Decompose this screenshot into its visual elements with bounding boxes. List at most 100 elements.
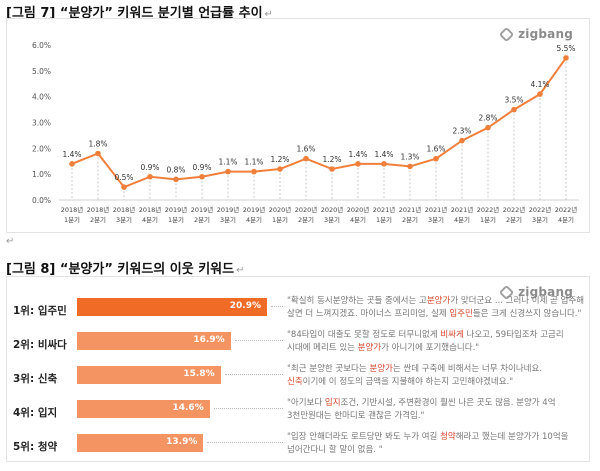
dotted-leader [234, 340, 283, 341]
y-tick-label: 0.0% [32, 196, 51, 205]
x-tick-label: 2019년 [191, 205, 214, 214]
keyword-rank-label: 5위: 청약 [13, 441, 58, 453]
data-point [173, 176, 179, 183]
x-tick-label: 2021년 [425, 205, 448, 214]
paragraph-mark: ↵ [236, 265, 245, 276]
quote-text: 나오고, 59타입조차 고금리 [463, 330, 564, 340]
x-tick-label: 4분기 [350, 215, 366, 224]
keyword-row: 2위: 비싸다 16.9% "84타입이 대출도 못할 정도로 터무니없게 비싸게 … [7, 327, 587, 363]
data-label: 1.4% [62, 150, 81, 159]
data-point [225, 168, 231, 175]
x-tick-label: 4분기 [454, 215, 470, 224]
keyword-bar-value: 20.9% [229, 301, 261, 311]
x-tick-label: 2분기 [194, 215, 210, 224]
keyword-rank-label: 1위: 입주민 [13, 305, 67, 317]
x-tick-label: 3분기 [532, 215, 548, 224]
dotted-leader [213, 408, 283, 409]
zigbang-logo-icon [498, 26, 515, 43]
data-point [69, 161, 75, 167]
data-label: 1.4% [374, 150, 393, 159]
x-tick-label: 2019년 [243, 205, 266, 214]
data-point [95, 150, 101, 157]
quote-text: 이기에 이 정도의 금액을 지불해야 하는지 고민해야겠네요." [302, 377, 514, 387]
data-point [303, 155, 309, 162]
x-tick-label: 2018년 [61, 205, 84, 214]
data-label: 1.3% [400, 152, 419, 161]
x-tick-label: 1분기 [168, 215, 184, 224]
keyword-bar: 20.9% [77, 298, 267, 316]
figure8-title-text: [그림 8] “분양가” 키워드의 이웃 키워드 [6, 262, 235, 277]
x-tick-label: 2018년 [139, 205, 162, 214]
data-label: 3.5% [504, 96, 523, 105]
x-tick-label: 3분기 [428, 215, 444, 224]
data-point [277, 166, 283, 172]
data-point [511, 106, 517, 113]
paragraph-mark: ↵ [264, 9, 273, 20]
data-point [459, 137, 465, 144]
keyword-bar-value: 13.9% [166, 437, 198, 447]
data-label: 1.2% [322, 155, 341, 164]
x-tick-label: 2021년 [451, 205, 474, 214]
series-line [71, 57, 567, 189]
quote-text: "확실히 동시분양하는 곳들 중에서는 고 [287, 296, 427, 306]
data-point [121, 184, 127, 190]
keyword-rank-label: 3위: 신축 [13, 373, 58, 385]
quote-highlight: 입지 [324, 398, 341, 408]
x-tick-label: 4분기 [142, 215, 158, 224]
figure7-title: [그림 7] “분양가” 키워드 분기별 언급률 추이 ↵ [6, 2, 273, 21]
quote-text: 는 싼데 구축에 비해서는 너무 차이나네요. [392, 364, 543, 374]
data-label: 2.8% [478, 114, 497, 123]
x-tick-label: 2020년 [295, 205, 318, 214]
zigbang-logo: zigbang [498, 284, 573, 301]
keyword-quote: "확실히 동시분양하는 곳들 중에서는 고분양가가 맞더군요 ... 그러나 이… [287, 295, 587, 321]
y-tick-label: 5.0% [32, 67, 51, 76]
x-tick-label: 2021년 [373, 205, 396, 214]
data-label: 0.9% [192, 163, 211, 172]
figure8-title: [그림 8] “분양가” 키워드의 이웃 키워드 ↵ [6, 258, 244, 277]
data-label: 1.1% [218, 158, 237, 167]
quote-highlight: 입주민 [449, 309, 473, 319]
line-chart-panel: zigbang 0.0% 1.0% 2.0% 3.0% 4.0% 5.0% 6.0% 1.4%… [6, 18, 590, 233]
dotted-leader [207, 442, 283, 443]
x-tick-label: 2019년 [217, 205, 240, 214]
data-label: 5.5% [556, 44, 575, 53]
quote-text: 넘어간다니 할 말이 없음. " [287, 445, 383, 455]
keyword-row: 5위: 청약 13.9% "입장 안해더라도 로트당만 봐도 누가 여길 청약해라고… [7, 429, 587, 465]
dotted-leader [271, 306, 283, 307]
quote-text: 해라고 했는데 분양가가 10억을 [455, 432, 569, 442]
data-point [329, 166, 335, 172]
data-point [251, 168, 257, 175]
data-point [485, 124, 491, 131]
keyword-bar-value: 14.6% [172, 403, 204, 413]
quote-text: 살면 더 느껴지겠죠. 마이너스 프리미엄, 실제 [287, 309, 450, 319]
y-tick-label: 3.0% [32, 119, 51, 128]
quote-text: "입장 안해더라도 로트당만 봐도 누가 여길 [287, 432, 441, 442]
data-label: 4.1% [530, 80, 549, 89]
data-label: 1.2% [270, 155, 289, 164]
x-tick-label: 2022년 [503, 205, 526, 214]
x-tick-label: 2018년 [113, 205, 136, 214]
data-label: 1.6% [426, 145, 445, 154]
zigbang-logo-text: zigbang [518, 285, 573, 299]
keyword-bar: 15.8% [77, 366, 221, 384]
line-chart-svg: 0.0% 1.0% 2.0% 3.0% 4.0% 5.0% 6.0% 1.4% 1.8% 0.5%… [32, 41, 579, 224]
keyword-quote: "최근 분양한 곳보다는 분양가는 싼데 구축에 비해서는 너무 차이나네요. 신… [287, 363, 587, 389]
keyword-quote: "아기보다 입지조건, 기반시설, 주변환경이 훨씬 나은 곳도 많음. 분양가… [287, 397, 587, 423]
data-point [433, 155, 439, 162]
x-tick-label: 3분기 [220, 215, 236, 224]
quote-highlight: 신축 [287, 377, 303, 387]
x-tick-label: 3분기 [116, 215, 132, 224]
data-label: 0.5% [114, 173, 133, 182]
keyword-bar: 16.9% [77, 332, 231, 350]
y-tick-label: 6.0% [32, 41, 51, 50]
data-label: 1.4% [348, 150, 367, 159]
quote-highlight: 청약 [440, 432, 456, 442]
keyword-rank-label: 4위: 입지 [13, 407, 58, 419]
x-tick-label: 1분기 [64, 215, 80, 224]
keyword-row: 3위: 신축 15.8% "최근 분양한 곳보다는 분양가는 싼데 구축에 비해서는… [7, 361, 587, 397]
x-tick-label: 3분기 [324, 215, 340, 224]
data-point [407, 163, 413, 170]
data-point [355, 161, 361, 167]
data-label: 0.9% [140, 163, 159, 172]
data-label: 2.3% [452, 127, 471, 136]
